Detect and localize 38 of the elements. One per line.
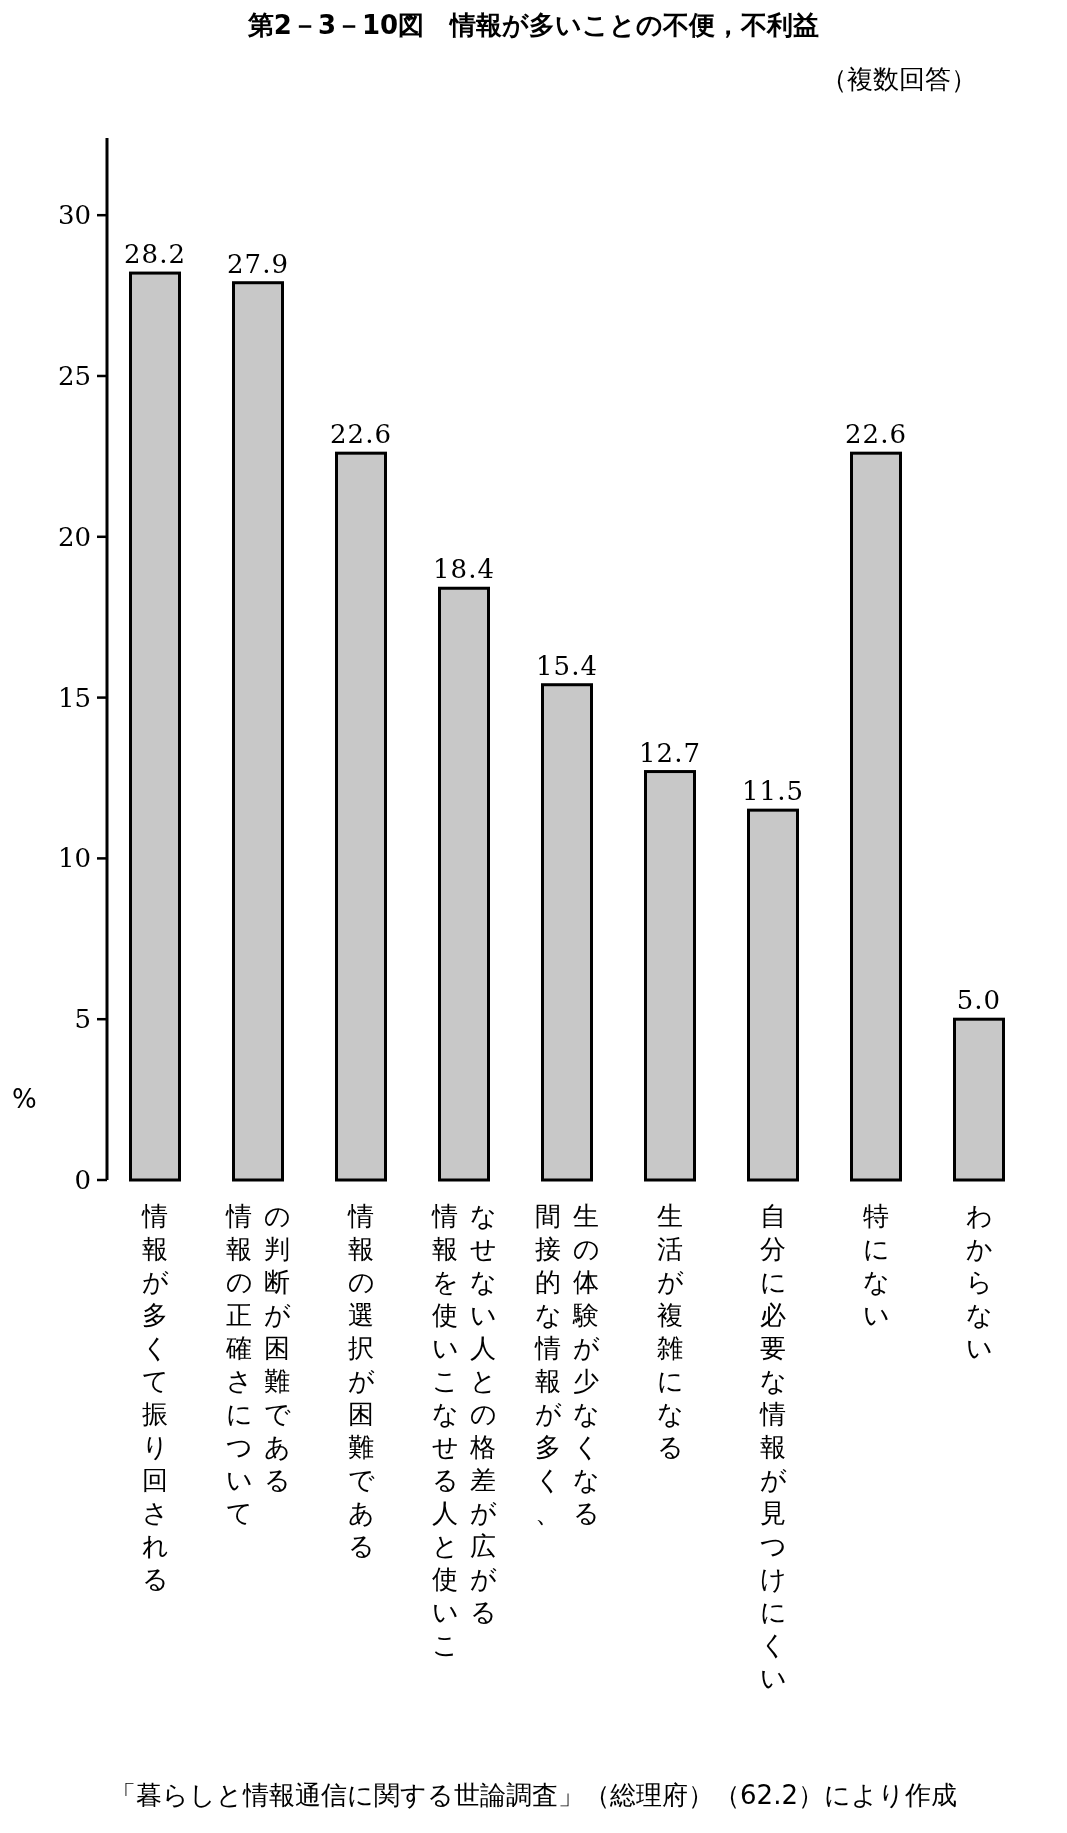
bar xyxy=(850,451,902,1182)
y-axis-title: % xyxy=(12,1083,37,1114)
y-tick-label: 25 xyxy=(57,360,91,391)
bar xyxy=(953,1017,1005,1182)
data-label: 27.9 xyxy=(227,248,289,279)
x-tick-label: わからない xyxy=(964,1200,994,1365)
bar xyxy=(335,451,387,1182)
data-label: 12.7 xyxy=(639,737,701,768)
x-tick-label: 特にない xyxy=(861,1200,891,1332)
category-label: 情報の選択が困難である xyxy=(347,1201,375,1561)
chart-title: 第2－3－10図 情報が多いことの不便，不利益 xyxy=(246,9,821,42)
y-tick-label: 30 xyxy=(57,200,91,231)
y-tick-label: 20 xyxy=(57,521,91,552)
category-label: 間接的な情報が多く、生の体験が少なくなる xyxy=(534,1201,600,1528)
y-tick-label: 10 xyxy=(57,843,91,874)
bar xyxy=(232,281,284,1182)
bar xyxy=(541,683,593,1182)
data-label: 18.4 xyxy=(433,554,495,585)
y-tick-label: 0 xyxy=(74,1165,91,1195)
chart-subtitle: （複数回答） xyxy=(821,63,977,96)
data-label: 22.6 xyxy=(330,419,392,450)
y-tick-label: 5 xyxy=(74,1004,91,1035)
category-label: 情報が多くて振り回される xyxy=(141,1201,169,1594)
y-tick-label: 15 xyxy=(57,682,91,713)
bar xyxy=(644,770,696,1182)
text: 「暮らしと情報通信に関する世論調査」（総理府）（62.2）により作成 xyxy=(109,1779,958,1812)
bar xyxy=(438,586,490,1182)
category-label: 情報を使いこなせる人と使いこなせない人との格差が広がる xyxy=(431,1201,497,1660)
data-label: 22.6 xyxy=(845,419,907,450)
data-label: 5.0 xyxy=(956,985,1002,1016)
x-tick-label: 生活が複雑になる xyxy=(655,1200,685,1464)
category-label: 自分に必要な情報が見つけにくい xyxy=(759,1201,787,1693)
bar xyxy=(747,808,799,1182)
data-label: 11.5 xyxy=(742,776,804,807)
data-label: 28.2 xyxy=(124,239,186,270)
bar xyxy=(129,271,181,1182)
category-label: 情報の正確さについての判断が困難である xyxy=(225,1201,291,1528)
data-label: 15.4 xyxy=(536,650,598,681)
